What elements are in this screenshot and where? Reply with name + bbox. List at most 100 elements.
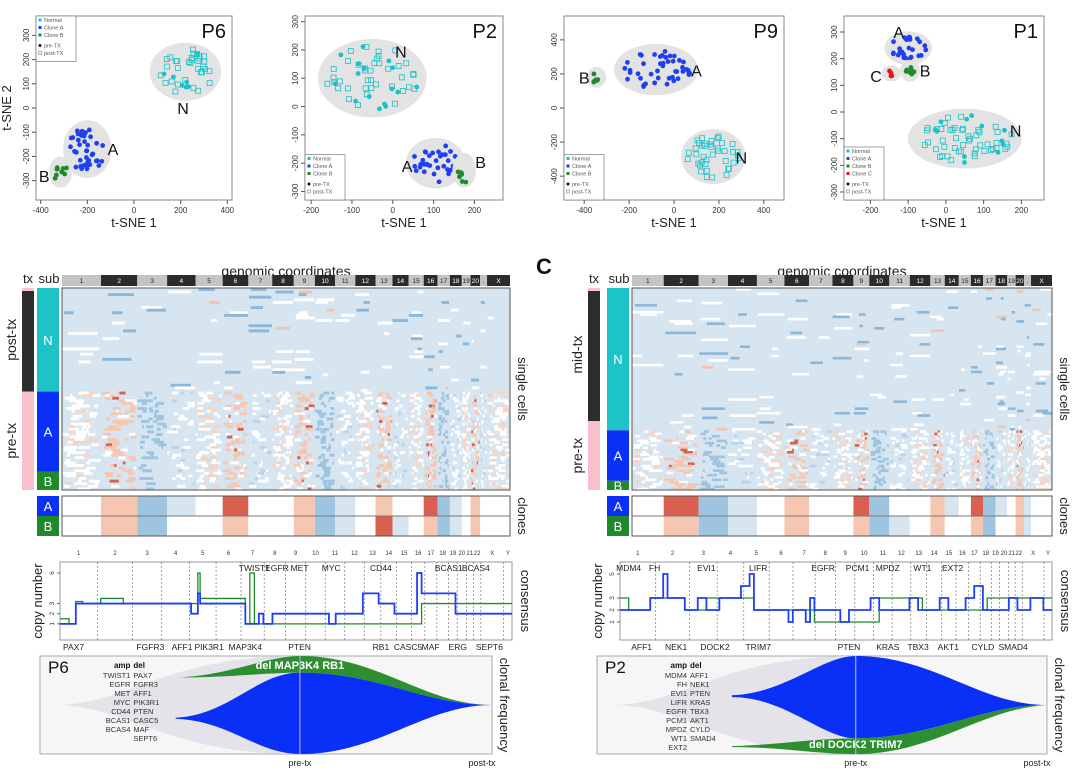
data-point-pre-tx	[88, 134, 93, 140]
cell-segment	[945, 471, 949, 475]
cell-segment	[841, 446, 847, 449]
cell-segment	[348, 438, 355, 442]
cell-segment	[1043, 462, 1047, 466]
cell-segment	[420, 420, 423, 423]
cell-segment	[935, 453, 940, 456]
cell-segment	[379, 456, 385, 460]
cell-segment	[72, 474, 81, 478]
cell-segment	[465, 414, 468, 418]
cell-segment	[427, 435, 432, 439]
cell-segment	[911, 450, 917, 454]
cell-segment	[133, 487, 136, 491]
cell-segment	[464, 458, 468, 462]
data-point-post-tx	[981, 148, 988, 154]
data-point-post-tx	[941, 143, 948, 150]
cell-segment	[890, 450, 893, 454]
cell-segment	[385, 417, 388, 421]
cell-segment	[839, 483, 843, 486]
cell-segment	[328, 445, 332, 449]
cell-segment	[676, 437, 679, 440]
data-point-pre-tx	[86, 127, 92, 133]
cell-segment	[986, 430, 990, 433]
cell-segment	[960, 478, 963, 482]
cell-segment	[861, 473, 866, 477]
data-point-post-tx	[714, 135, 721, 142]
cell-segment	[359, 404, 364, 408]
gene-label-bottom: SEPT6	[476, 642, 503, 652]
cell-segment	[946, 473, 948, 477]
cell-segment	[343, 448, 346, 452]
data-point-pre-tx	[81, 162, 87, 168]
cell-segment	[104, 445, 116, 449]
cell-segment	[467, 448, 469, 452]
cell-segment	[928, 480, 931, 484]
cell-segment	[767, 453, 775, 456]
cell-segment	[700, 338, 728, 342]
data-point-pre-tx	[652, 80, 658, 86]
cell-segment	[860, 453, 862, 456]
chromosome-label: 16	[959, 551, 966, 557]
cell-segment	[1025, 354, 1031, 358]
cell-segment	[345, 422, 352, 426]
cell-segment	[1007, 439, 1009, 443]
cell-segment	[985, 288, 995, 291]
cell-segment	[886, 462, 889, 466]
cell-segment	[811, 428, 821, 431]
cell-segment	[441, 300, 450, 304]
cell-segment	[172, 453, 181, 457]
cell-segment	[894, 448, 899, 452]
cell-segment	[983, 444, 986, 447]
cell-segment	[388, 414, 392, 418]
y-tick-label: -100	[830, 130, 839, 147]
cell-segment	[1016, 476, 1019, 479]
cell-segment	[145, 477, 154, 480]
cell-segment	[129, 487, 136, 491]
cell-segment	[997, 464, 1001, 468]
cell-segment	[498, 409, 501, 413]
cell-segment	[832, 356, 852, 360]
cell-segment	[489, 435, 497, 439]
cell-segment	[859, 324, 863, 328]
cell-segment	[825, 462, 830, 466]
clone-segment	[195, 516, 223, 536]
cell-segment	[282, 417, 288, 421]
cell-segment	[919, 485, 921, 489]
cell-segment	[1021, 485, 1024, 489]
cell-segment	[1016, 320, 1025, 323]
cell-segment	[321, 401, 325, 405]
cell-segment	[822, 467, 826, 470]
cell-segment	[983, 450, 987, 454]
cell-segment	[430, 443, 433, 447]
cell-segment	[501, 477, 505, 480]
cell-segment	[244, 412, 248, 416]
cell-segment	[299, 311, 308, 315]
cell-segment	[230, 422, 234, 426]
cell-segment	[1009, 471, 1011, 475]
cell-segment	[951, 480, 956, 484]
cell-segment	[364, 414, 371, 418]
chromosome-bar	[728, 275, 757, 286]
cell-segment	[343, 425, 348, 429]
cell-segment	[939, 457, 943, 461]
y-tick-label: 300	[22, 28, 31, 42]
cell-segment	[279, 440, 283, 444]
data-point-pre-tx	[84, 148, 89, 154]
cell-segment	[462, 433, 464, 436]
cell-segment	[241, 453, 246, 457]
cell-segment	[201, 464, 205, 467]
y-tick-label: 300	[830, 25, 839, 39]
cell-segment	[304, 471, 307, 475]
chromosome-label: 12	[362, 278, 370, 285]
cell-segment	[359, 427, 362, 431]
cell-segment	[472, 471, 476, 475]
cell-segment	[986, 471, 991, 475]
cell-segment	[1042, 480, 1047, 484]
cell-segment	[167, 451, 170, 455]
cell-segment	[181, 466, 190, 470]
cell-segment	[219, 394, 222, 398]
amp-gene: WT1	[671, 734, 687, 743]
chromosome-label: 15	[946, 551, 953, 557]
cell-segment	[415, 427, 418, 431]
chromosome-bar	[970, 275, 984, 286]
cell-segment	[859, 444, 863, 447]
